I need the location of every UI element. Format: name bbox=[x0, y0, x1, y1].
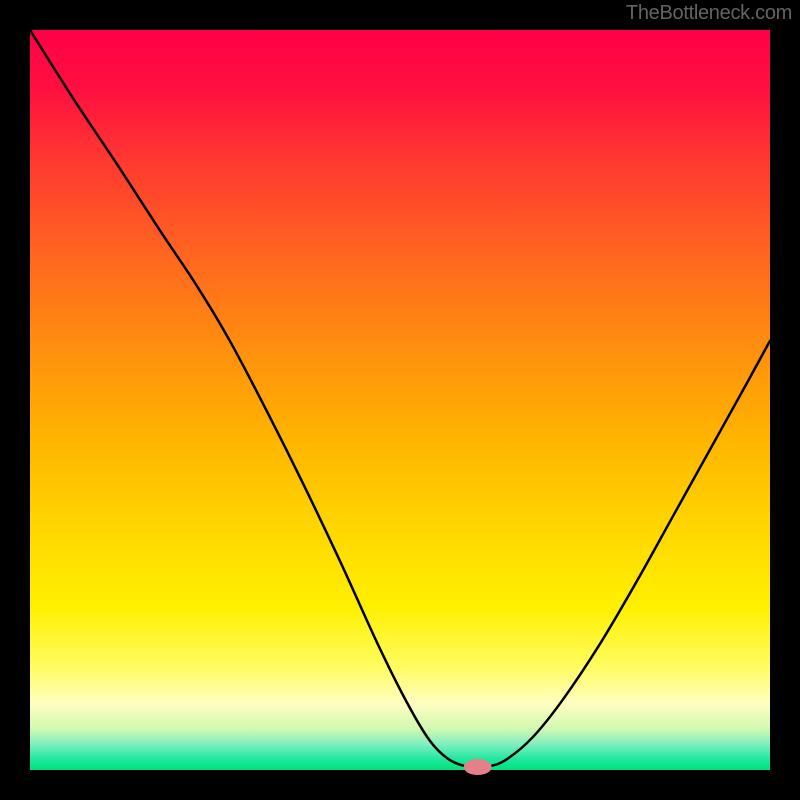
watermark-text: TheBottleneck.com bbox=[626, 2, 792, 25]
optimal-point-marker bbox=[464, 759, 492, 775]
plot-background-gradient bbox=[30, 30, 770, 770]
bottleneck-chart bbox=[0, 0, 800, 800]
chart-container: TheBottleneck.com bbox=[0, 0, 800, 800]
